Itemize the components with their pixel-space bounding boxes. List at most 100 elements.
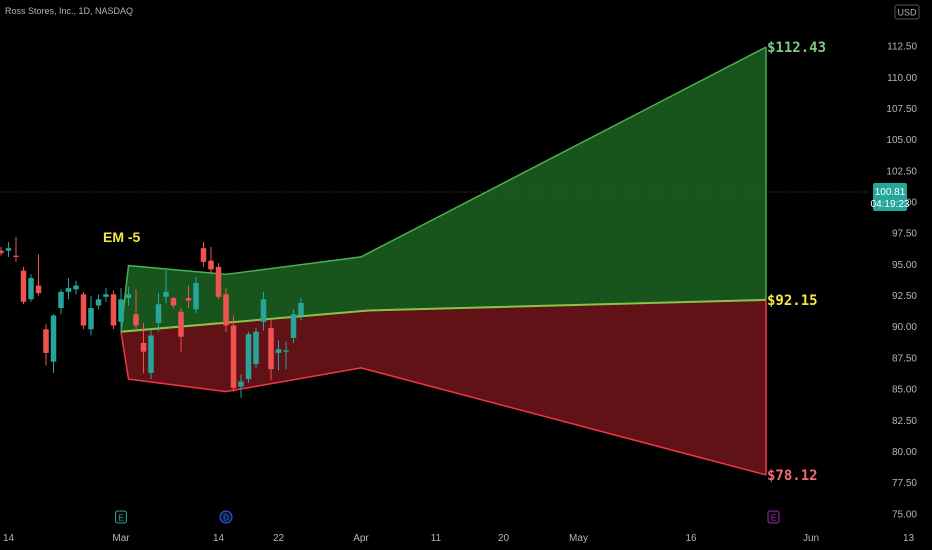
candle-body — [65, 288, 72, 292]
candle[interactable] — [185, 285, 192, 309]
candle[interactable] — [193, 276, 199, 314]
candle[interactable] — [163, 270, 169, 304]
candle[interactable] — [268, 319, 274, 381]
earnings-marker[interactable]: E — [115, 510, 127, 524]
candle-body — [28, 278, 34, 300]
y-tick-label: 112.50 — [887, 42, 917, 53]
candle[interactable] — [43, 324, 49, 366]
candle-body — [178, 311, 184, 337]
candle[interactable] — [208, 246, 214, 274]
candle-body — [148, 335, 154, 373]
candle[interactable] — [200, 241, 207, 267]
mid-band-line — [120, 298, 767, 333]
candle[interactable] — [125, 286, 132, 306]
candle-body — [283, 350, 289, 352]
candle[interactable] — [245, 331, 252, 383]
y-tick-label: 107.50 — [886, 104, 917, 115]
candle-body — [245, 334, 252, 380]
candle[interactable] — [0, 246, 4, 256]
candle[interactable] — [178, 308, 184, 352]
candle[interactable] — [290, 309, 297, 343]
candle-body — [103, 294, 109, 297]
candle[interactable] — [133, 289, 139, 331]
y-tick-label: 77.50 — [892, 478, 917, 489]
x-tick-label: Jun — [803, 533, 819, 544]
candle[interactable] — [88, 295, 94, 336]
target-label-mid: $92.15 — [767, 293, 818, 309]
candle[interactable] — [260, 291, 267, 331]
candle[interactable] — [65, 278, 72, 300]
candle[interactable] — [20, 266, 27, 305]
candle-body — [35, 285, 42, 294]
candle[interactable] — [28, 274, 34, 302]
earnings-upcoming-marker[interactable]: E — [767, 510, 780, 524]
candle-body — [200, 248, 207, 262]
candle[interactable] — [230, 315, 237, 392]
y-tick-label: 95.00 — [892, 260, 917, 271]
candle[interactable] — [73, 280, 79, 295]
candle[interactable] — [298, 298, 304, 321]
candle-body — [73, 285, 79, 290]
candle[interactable] — [140, 322, 147, 373]
candle-body — [253, 331, 259, 365]
candle-body — [223, 294, 229, 326]
candle-body — [118, 299, 124, 322]
x-tick-label: 14 — [213, 533, 225, 544]
candle[interactable] — [110, 290, 117, 330]
currency-label: USD — [897, 8, 917, 18]
candle-body — [140, 342, 147, 352]
candle-body — [50, 315, 57, 362]
candle-body — [230, 325, 237, 388]
x-tick-label: Mar — [112, 533, 130, 544]
currency-badge[interactable]: USD — [894, 4, 920, 20]
symbol-title: Ross Stores, Inc., 1D, NASDAQ — [5, 6, 133, 16]
dividend-marker[interactable]: D — [219, 510, 233, 524]
candle-body — [163, 291, 169, 297]
candle[interactable] — [238, 374, 244, 398]
candle-body — [275, 349, 282, 353]
x-tick-label: May — [569, 533, 588, 544]
event-marker-label: D — [223, 514, 229, 523]
candle-body — [0, 250, 4, 254]
candle-body — [95, 299, 102, 306]
candle[interactable] — [50, 314, 57, 373]
y-tick-label: 82.50 — [892, 416, 917, 427]
candle[interactable] — [253, 327, 259, 368]
candle[interactable] — [103, 288, 109, 302]
earnings-icon — [115, 510, 127, 524]
candle-body — [208, 260, 214, 270]
x-tick-label: Apr — [353, 533, 369, 544]
candle[interactable] — [223, 288, 229, 332]
candle[interactable] — [13, 236, 19, 262]
y-tick-label: 110.00 — [887, 73, 917, 84]
x-tick-label: 14 — [3, 533, 15, 544]
candlestick-series[interactable] — [0, 236, 304, 398]
candle[interactable] — [148, 330, 154, 380]
candle[interactable] — [95, 294, 102, 310]
candle[interactable] — [283, 341, 289, 370]
candle[interactable] — [118, 288, 124, 332]
current-price-tag: 100.81 04:19:23 — [871, 183, 910, 211]
candle-body — [133, 314, 139, 326]
candle[interactable] — [215, 263, 222, 300]
y-tick-label: 97.50 — [892, 229, 917, 240]
candle[interactable] — [275, 340, 282, 371]
y-tick-label: 92.50 — [892, 291, 917, 302]
candle[interactable] — [80, 291, 87, 330]
candle[interactable] — [170, 296, 177, 309]
candle-body — [185, 298, 192, 301]
bar-countdown: 04:19:23 — [871, 199, 910, 210]
lower-band-line — [120, 331, 767, 476]
candle[interactable] — [58, 289, 64, 315]
earnings-icon — [767, 510, 780, 524]
candle[interactable] — [155, 293, 162, 332]
x-tick-label: 20 — [498, 533, 510, 544]
y-tick-label: 90.00 — [892, 322, 917, 333]
candle[interactable] — [35, 254, 42, 296]
em-annotation: EM -5 — [103, 229, 141, 245]
candle-body — [43, 329, 49, 353]
target-label-upper: $112.43 — [767, 40, 826, 56]
candle[interactable] — [5, 241, 12, 257]
